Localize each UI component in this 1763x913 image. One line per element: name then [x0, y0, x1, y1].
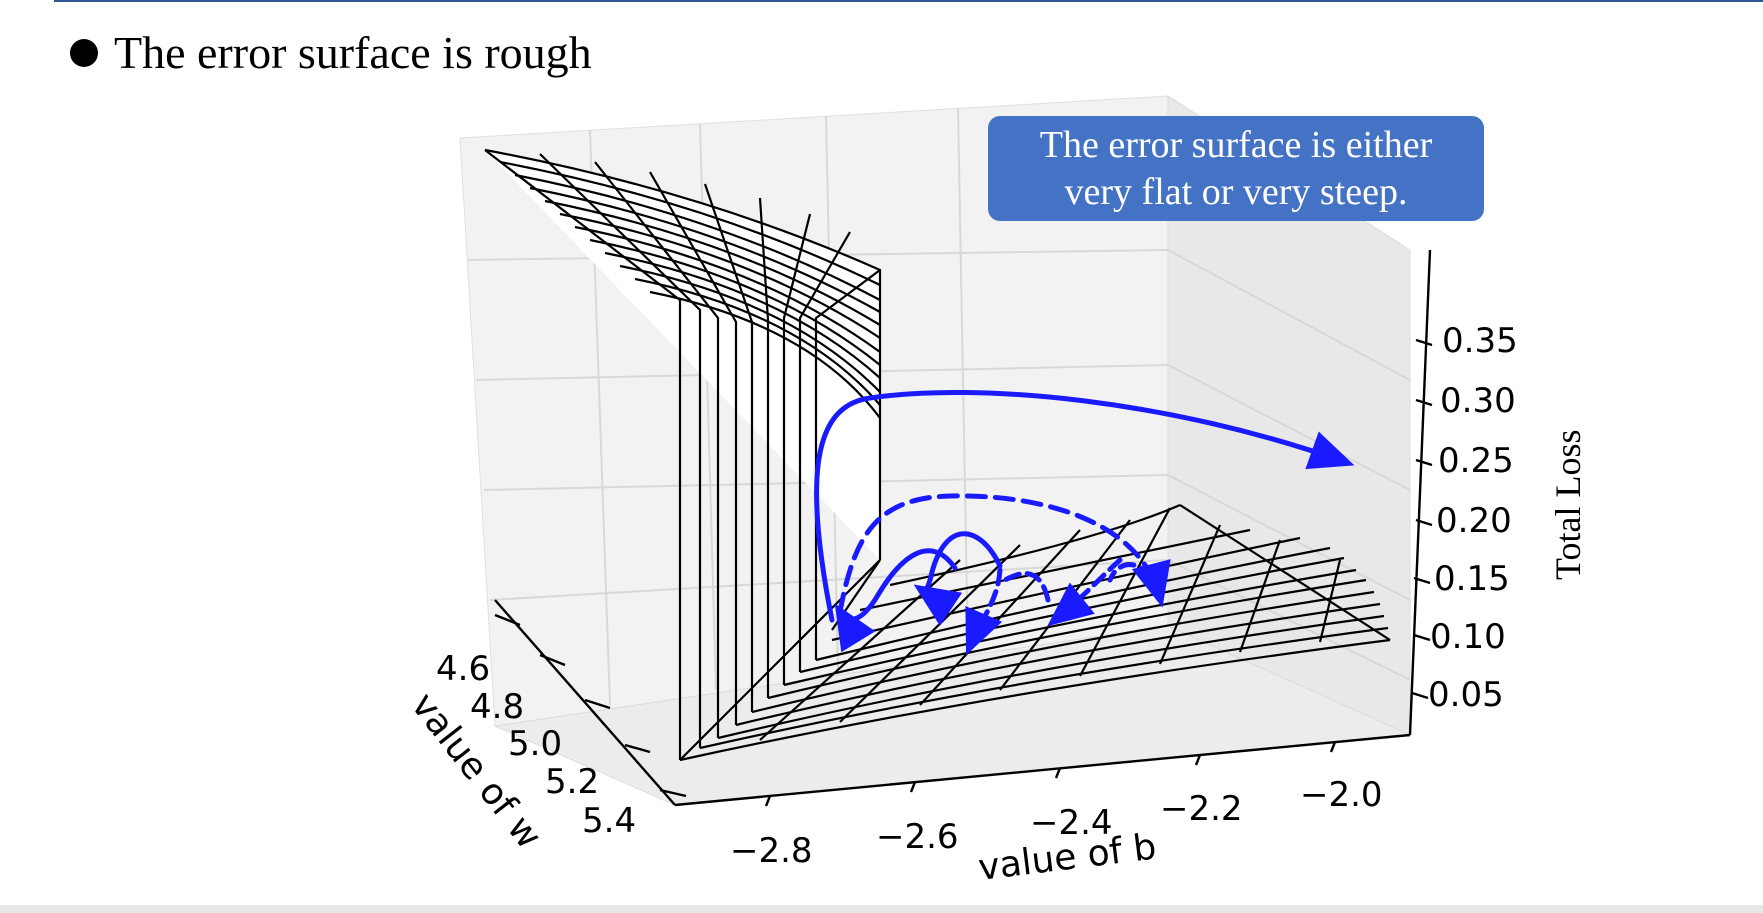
w-tick-label: 4.6 — [436, 649, 490, 689]
z-tick-labels: 0.35 0.30 0.25 0.20 0.15 0.10 0.05 — [1428, 321, 1518, 715]
small-bounce-arrow — [1047, 557, 1123, 627]
loss-surface — [484, 148, 1391, 762]
callout-line-2: very flat or very steep. — [1064, 170, 1408, 213]
z-axis-title: Total Loss — [1548, 430, 1588, 580]
callout-box: The error surface is either very flat or… — [988, 116, 1484, 221]
z-tick-label: 0.25 — [1438, 441, 1514, 481]
axis-lines — [494, 249, 1432, 807]
w-tick-label: 4.8 — [470, 687, 524, 727]
w-tick-labels: 4.6 4.8 5.0 5.2 5.4 — [436, 649, 636, 841]
z-tick-label: 0.10 — [1430, 617, 1506, 657]
small-bounce-arrow — [1002, 571, 1051, 603]
z-tick-label: 0.20 — [1436, 501, 1512, 541]
large-jump-arrow — [814, 389, 1355, 623]
b-tick-label: −2.0 — [1300, 775, 1383, 815]
b-tick-label: −2.6 — [876, 817, 959, 857]
dashed-arc-arrow — [837, 493, 1171, 615]
b-tick-labels: −2.8 −2.6 −2.4 −2.2 −2.0 — [730, 775, 1383, 871]
small-bounce-arrow — [913, 531, 1003, 627]
optimization-arrows — [814, 389, 1355, 656]
z-axis-ticks — [1411, 338, 1433, 700]
bullet-dot-icon — [70, 39, 98, 67]
w-tick-label: 5.0 — [508, 724, 562, 764]
small-bounce-arrow — [965, 567, 1003, 656]
w-axis-ticks — [494, 613, 687, 798]
small-bounce-arrow — [834, 548, 958, 653]
bullet-point: The error surface is rough — [70, 30, 592, 76]
w-tick-label: 5.4 — [582, 801, 636, 841]
b-tick-label: −2.2 — [1160, 789, 1243, 829]
bullet-text: The error surface is rough — [114, 27, 592, 78]
title-underline — [54, 0, 1763, 2]
z-tick-label: 0.35 — [1442, 321, 1518, 361]
b-axis-ticks — [764, 741, 1337, 807]
small-bounce-arrow — [1107, 562, 1163, 601]
z-tick-label: 0.05 — [1428, 675, 1504, 715]
w-tick-label: 5.2 — [545, 762, 599, 802]
b-tick-label: −2.8 — [730, 831, 813, 871]
callout-line-1: The error surface is either — [1039, 123, 1433, 166]
z-tick-label: 0.15 — [1434, 559, 1510, 599]
b-tick-label: −2.4 — [1030, 803, 1113, 843]
bottom-bar — [0, 905, 1763, 913]
z-tick-label: 0.30 — [1440, 381, 1516, 421]
